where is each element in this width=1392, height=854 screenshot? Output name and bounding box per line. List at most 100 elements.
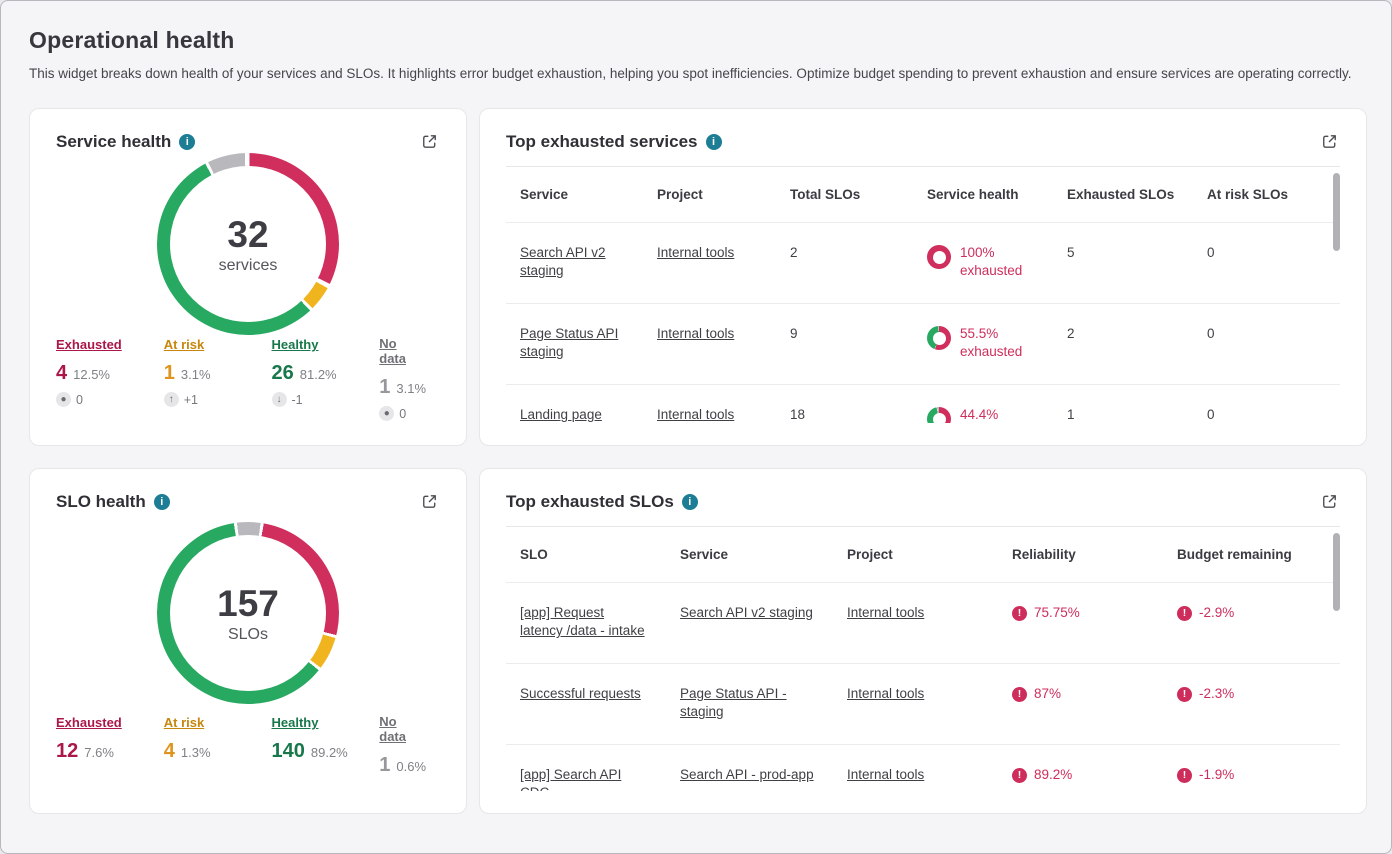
total-slos-value: 9 <box>790 326 798 342</box>
services-table-header: Service Project Total SLOs Service healt… <box>506 167 1340 222</box>
alert-icon: ! <box>1177 605 1192 621</box>
stat-at-risk: At risk 4 1.3% <box>164 714 272 777</box>
exhausted-slos-value: 5 <box>1067 245 1075 261</box>
stat-pct: 3.1% <box>180 367 211 383</box>
alert-icon: ! <box>1177 686 1192 702</box>
info-icon[interactable]: i <box>705 133 722 150</box>
trend-dot-icon: ● <box>56 392 71 408</box>
slo-health-stats: Exhausted 12 7.6% At risk 4 1.3% Healthy 1… <box>56 714 440 791</box>
stat-value: 26 <box>271 362 294 385</box>
budget-remaining-value: -2.9% <box>1199 605 1235 621</box>
open-external-icon[interactable] <box>419 491 440 512</box>
service-health-title: Service health <box>56 131 172 151</box>
open-external-icon[interactable] <box>419 131 440 152</box>
project-link[interactable]: Internal tools <box>847 605 925 621</box>
col-total-slos: Total SLOs <box>790 187 861 203</box>
reliability-value: 87% <box>1034 686 1062 702</box>
open-external-icon[interactable] <box>1319 131 1340 152</box>
health-text: 55.5% exhausted <box>960 326 1023 360</box>
project-link[interactable]: Internal tools <box>847 767 925 783</box>
reliability-value: 75.75% <box>1034 605 1080 621</box>
stat-exhausted: Exhausted 12 7.6% <box>56 714 164 777</box>
col-project: Project <box>657 187 703 203</box>
stat-trend: ● 0 <box>56 392 164 408</box>
service-link[interactable]: Page Status API - staging <box>680 686 787 720</box>
trend-down-icon: ↓ <box>271 392 287 408</box>
service-count: 32 <box>227 213 269 255</box>
stat-pct: 81.2% <box>299 367 337 383</box>
health-text: 100% exhausted <box>960 245 1023 279</box>
stat-at-risk-link[interactable]: At risk <box>163 337 205 353</box>
table-row: Successful requests Page Status API - st… <box>506 663 1340 744</box>
exhausted-slos-value: 1 <box>1067 407 1075 423</box>
service-link[interactable]: Search API - prod-app <box>680 767 814 783</box>
slo-link[interactable]: [app] Request latency /data - intake <box>520 605 645 639</box>
exhausted-slos-value: 2 <box>1067 326 1075 342</box>
budget-remaining-value: -2.3% <box>1199 686 1235 702</box>
slo-count-label: SLOs <box>227 625 268 643</box>
stat-pct: 0.6% <box>396 759 427 775</box>
stat-trend: ↓ -1 <box>271 392 380 408</box>
stat-exhausted-link[interactable]: Exhausted <box>56 715 122 731</box>
top-exhausted-slos-card: Top exhausted SLOs i SLO Service Project… <box>479 468 1367 815</box>
vertical-scrollbar[interactable] <box>1333 173 1340 252</box>
top-exhausted-services-card: Top exhausted services i Service Project… <box>479 108 1367 447</box>
table-row: Landing page redirects Internal tools 18… <box>506 384 1340 424</box>
stat-no-data-link[interactable]: No data <box>379 714 406 745</box>
col-service-health: Service health <box>927 187 1019 203</box>
slo-link[interactable]: [app] Search API CDC <box>520 767 622 791</box>
trend-up-icon: ↑ <box>163 392 179 408</box>
stat-healthy-link[interactable]: Healthy <box>271 715 319 731</box>
project-link[interactable]: Internal tools <box>657 407 735 423</box>
alert-icon: ! <box>1012 605 1027 621</box>
project-link[interactable]: Internal tools <box>657 245 735 261</box>
health-text: 44.4%exhausted <box>960 407 999 423</box>
service-count-label: services <box>218 256 278 274</box>
service-link[interactable]: Landing page redirects <box>520 407 602 423</box>
service-link[interactable]: Page Status API staging <box>520 326 619 360</box>
stat-value: 4 <box>163 740 175 763</box>
slo-health-card: SLO health i 157 SLOs <box>29 468 467 815</box>
stat-at-risk: At risk 1 3.1% ↑ +1 <box>163 336 272 421</box>
open-external-icon[interactable] <box>1319 491 1340 512</box>
table-row: [app] Request latency /data - intake Sea… <box>506 582 1340 663</box>
table-row: Page Status API staging Internal tools 9… <box>506 303 1340 384</box>
project-link[interactable]: Internal tools <box>847 686 925 702</box>
budget-remaining-value: -1.9% <box>1199 767 1235 783</box>
info-icon[interactable]: i <box>681 493 698 510</box>
stat-value: 1 <box>163 362 175 385</box>
service-health-card: Service health i 32 services <box>29 108 467 447</box>
total-slos-value: 2 <box>790 245 798 261</box>
project-link[interactable]: Internal tools <box>657 326 735 342</box>
alert-icon: ! <box>1012 767 1027 783</box>
stat-healthy: Healthy 140 89.2% <box>272 714 380 777</box>
col-exhausted-slos: Exhausted SLOs <box>1067 187 1175 203</box>
stat-at-risk-link[interactable]: At risk <box>163 715 205 731</box>
service-link[interactable]: Search API v2 staging <box>520 245 606 279</box>
col-service: Service <box>680 547 729 563</box>
col-service: Service <box>520 187 569 203</box>
stat-value: 1 <box>379 376 391 399</box>
stat-pct: 12.5% <box>73 367 110 383</box>
slos-table: SLO Service Project Reliability Budget r… <box>506 526 1340 791</box>
info-icon[interactable]: i <box>179 133 196 150</box>
col-slo: SLO <box>520 547 548 563</box>
vertical-scrollbar[interactable] <box>1333 533 1340 612</box>
service-link[interactable]: Search API v2 staging <box>680 605 813 621</box>
col-budget-remaining: Budget remaining <box>1177 547 1292 563</box>
stat-no-data-link[interactable]: No data <box>379 336 406 367</box>
info-icon[interactable]: i <box>153 493 170 510</box>
slo-link[interactable]: Successful requests <box>520 686 641 702</box>
stat-value: 140 <box>271 740 305 763</box>
alert-icon: ! <box>1177 767 1192 783</box>
service-health-ring-icon <box>927 326 951 351</box>
col-at-risk-slos: At risk SLOs <box>1207 187 1289 203</box>
stat-healthy-link[interactable]: Healthy <box>271 337 319 353</box>
table-row: [app] Search API CDC Search API - prod-a… <box>506 744 1340 791</box>
service-health-donut: 32 services <box>157 153 339 336</box>
stat-value: 1 <box>379 754 391 777</box>
stat-exhausted-link[interactable]: Exhausted <box>56 337 122 353</box>
top-exhausted-services-title: Top exhausted services <box>506 131 698 151</box>
slo-health-donut: 157 SLOs <box>157 522 339 705</box>
cards-grid: Service health i 32 services <box>29 108 1367 815</box>
